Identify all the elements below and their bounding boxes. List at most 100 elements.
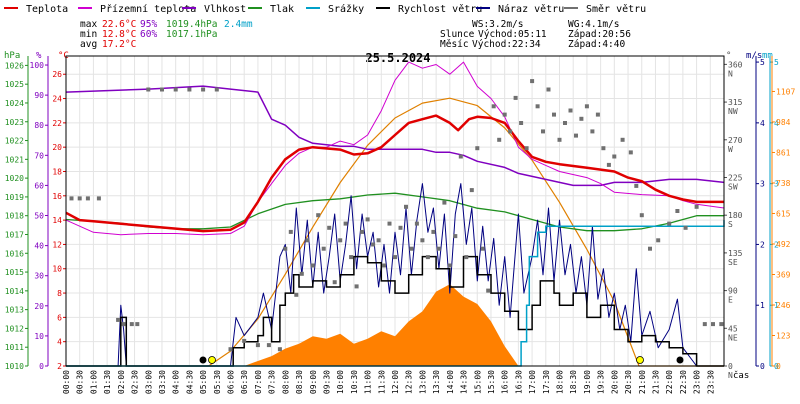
wm2-tick-label: 984 xyxy=(776,118,791,127)
stats-max-press: 1019.4hPa xyxy=(166,19,217,30)
dir-tick-label: 90 xyxy=(728,287,738,296)
dir-tick-label: 180 xyxy=(728,211,743,220)
x-tick-label: 13:00 xyxy=(418,370,427,394)
wind-dir-point xyxy=(628,150,633,155)
dir-tick-label: 270 xyxy=(728,136,743,145)
legend-wind-speed: Rychlost větru xyxy=(398,3,482,15)
wind-dir-point xyxy=(277,347,282,352)
series-humidity xyxy=(65,85,725,187)
wind-dir-point xyxy=(442,200,447,205)
wind-dir-point xyxy=(513,95,518,100)
x-tick-label: 15:00 xyxy=(473,370,482,394)
dir-dir-name: SW xyxy=(728,182,738,191)
wind-dir-point xyxy=(683,225,688,230)
wind-dir-point xyxy=(639,213,644,218)
series-solar-curve xyxy=(66,97,724,367)
stats-ws: WS:3.2m/s xyxy=(472,19,523,30)
plot-frame xyxy=(65,55,725,367)
temp-tick-label: 22 xyxy=(52,119,62,128)
wind-dir-point xyxy=(316,213,321,218)
legend-pressure: Tlak xyxy=(270,4,294,15)
x-tick-label: 13:30 xyxy=(432,370,441,394)
hpa-tick-label: 1014 xyxy=(5,287,24,296)
pct-tick-label: 20 xyxy=(34,302,44,311)
wind-dir-point xyxy=(85,196,90,201)
x-tick-label: 02:00 xyxy=(117,370,126,394)
wind-dir-point xyxy=(447,263,452,268)
axis-temp-label: °C xyxy=(58,51,69,61)
wind-dir-point xyxy=(349,255,354,260)
axis-pct-label: % xyxy=(36,51,42,61)
legend-feels-like: Přízemní teplota xyxy=(100,3,196,15)
wind-dir-point xyxy=(135,322,140,327)
wind-dir-point xyxy=(519,121,524,125)
wind-dir-point xyxy=(77,196,82,201)
x-tick-label: 00:30 xyxy=(76,370,85,394)
x-tick-label: 17:00 xyxy=(528,370,537,394)
x-tick-label: 06:30 xyxy=(240,370,249,394)
stats-sunrise: Východ:05:11 xyxy=(478,29,547,40)
x-tick-label: 00:00 xyxy=(62,370,71,394)
moonrise-marker xyxy=(676,356,684,364)
dir-dir-name: E xyxy=(728,296,733,305)
wind-dir-point xyxy=(201,87,206,92)
x-tick-label: 10:00 xyxy=(336,370,345,394)
wind-dir-point xyxy=(508,129,513,134)
dir-dir-name: W xyxy=(728,145,733,154)
wind-dir-point xyxy=(612,154,617,159)
wind-dir-point xyxy=(294,292,299,297)
axis-dir-label: ° xyxy=(726,51,731,61)
wind-dir-point xyxy=(310,263,315,268)
wind-dir-point xyxy=(214,87,219,92)
x-tick-label: 02:30 xyxy=(131,370,140,394)
pct-tick-label: 40 xyxy=(34,242,44,251)
axes: 00:00 00:30 01:00 01:30 02:00 02:30 03:00 03:30… xyxy=(5,56,795,394)
ms-tick-label: 0 xyxy=(760,362,765,371)
pct-tick-label: 70 xyxy=(34,151,44,160)
legend: Teplota Přízemní teplota Vlhkost Tlak Sr… xyxy=(4,3,646,15)
temp-tick-label: 10 xyxy=(52,265,62,274)
ms-tick-label: 1 xyxy=(760,301,765,310)
temp-tick-label: 16 xyxy=(52,192,62,201)
dir-dir-name: N xyxy=(728,69,733,78)
wind-dir-point xyxy=(552,112,556,117)
temp-tick-label: 2 xyxy=(57,362,62,371)
x-tick-label: 16:00 xyxy=(501,370,510,394)
series-precip xyxy=(66,220,725,367)
wind-dir-point xyxy=(535,104,540,109)
wind-dir-point xyxy=(675,209,680,213)
mm-tick-label: 1 xyxy=(774,301,779,310)
mm-tick-label: 2 xyxy=(774,240,779,249)
x-tick-label: 21:00 xyxy=(638,370,647,394)
series-feels-like xyxy=(65,61,725,236)
x-tick-label: 08:00 xyxy=(281,370,290,394)
hpa-tick-label: 1015 xyxy=(5,268,24,277)
x-tick-label: 17:30 xyxy=(542,370,551,394)
wind-dir-point xyxy=(568,108,573,113)
temp-tick-label: 6 xyxy=(57,313,62,322)
axis-mm-label: mm xyxy=(762,51,773,61)
wind-dir-point xyxy=(502,112,507,117)
x-tick-label: 18:30 xyxy=(569,370,578,394)
wind-dir-point xyxy=(371,242,376,247)
wind-dir-point xyxy=(365,217,370,222)
x-tick-label: 18:00 xyxy=(556,370,565,394)
pct-tick-label: 50 xyxy=(34,212,44,221)
wind-dir-point xyxy=(497,137,502,142)
hpa-tick-label: 1024 xyxy=(5,99,24,108)
x-tick-label: 08:30 xyxy=(295,370,304,394)
wm2-tick-label: 738 xyxy=(776,179,791,188)
wind-dir-point xyxy=(116,317,121,322)
stats-max-temp: 22.6°C xyxy=(102,19,136,30)
wind-dir-point xyxy=(431,229,436,234)
x-tick-label: 22:30 xyxy=(679,370,688,394)
pct-tick-label: 30 xyxy=(34,272,44,281)
wind-dir-point xyxy=(338,238,343,243)
hpa-tick-label: 1017 xyxy=(5,230,24,239)
axis-hpa-label: hPa xyxy=(4,51,20,61)
chart-title: 25.5.2024 xyxy=(365,51,430,65)
wind-dir-point xyxy=(595,112,600,117)
hpa-tick-label: 1020 xyxy=(5,174,24,183)
wind-dir-point xyxy=(387,221,392,226)
dir-dir-name: N xyxy=(728,371,733,380)
